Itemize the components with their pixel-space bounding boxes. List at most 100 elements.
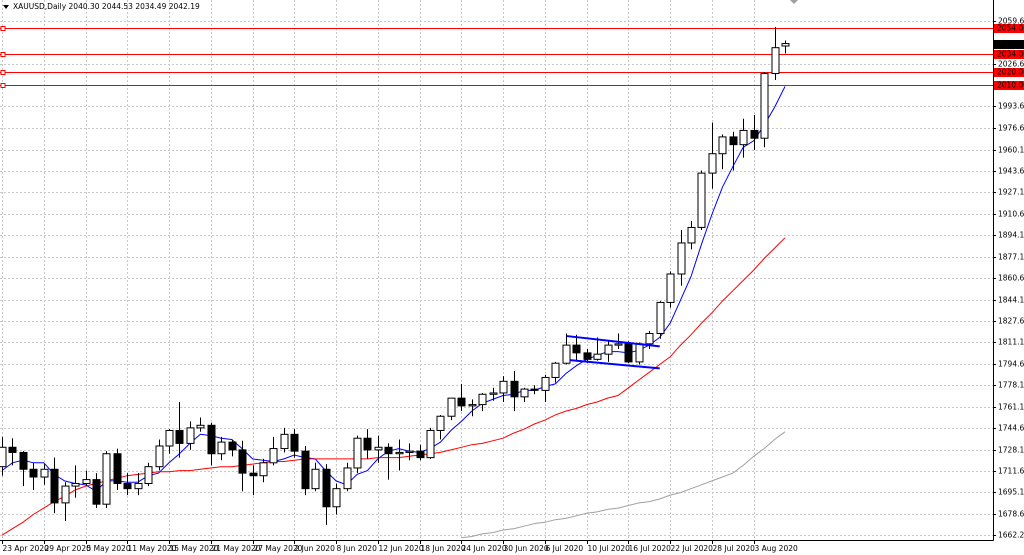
candle-body xyxy=(311,468,320,490)
candle-body xyxy=(697,172,706,228)
candle-body xyxy=(593,353,602,360)
y-tick-label: 1927.10 xyxy=(998,188,1024,197)
candle-body xyxy=(280,433,289,450)
candle-body xyxy=(82,479,91,484)
candle-body xyxy=(19,451,28,470)
candle-body xyxy=(510,380,519,398)
y-tick-label: 1827.60 xyxy=(998,317,1024,326)
x-tick-label: 30 Jun 2020 xyxy=(504,544,549,553)
menu-arrow[interactable] xyxy=(3,5,9,9)
candle-body xyxy=(40,468,49,478)
candle-body xyxy=(645,332,654,345)
moving-average-line xyxy=(1,86,786,492)
x-tick-label: 22 Jul 2020 xyxy=(671,544,714,553)
y-tick-label: 1993.60 xyxy=(998,102,1024,111)
candle-body xyxy=(426,429,435,459)
candle-body xyxy=(572,344,581,354)
y-tick-label: 1910.60 xyxy=(998,210,1024,219)
x-tick-label: 11 May 2020 xyxy=(128,544,177,553)
x-tick-label: 5 May 2020 xyxy=(87,544,131,553)
candle-body xyxy=(259,462,268,477)
x-tick-label: 24 Jun 2020 xyxy=(462,544,507,553)
y-tick-label: 1678.60 xyxy=(998,510,1024,519)
x-tick-label: 2 Jun 2020 xyxy=(295,544,336,553)
level-label: 2020.00 xyxy=(997,68,1024,77)
moving-average-line xyxy=(461,431,786,539)
shift-marker[interactable] xyxy=(790,0,798,4)
y-tick-label: 1811.10 xyxy=(998,338,1024,347)
candle-body xyxy=(155,445,164,468)
candle-body xyxy=(217,441,226,455)
candle-body xyxy=(687,226,696,244)
candle-body xyxy=(228,441,237,451)
x-tick-label: 23 Apr 2020 xyxy=(3,544,50,553)
candle-body xyxy=(92,479,101,505)
candle-body xyxy=(269,448,278,464)
level-handle xyxy=(0,52,6,57)
candle-body xyxy=(635,343,644,363)
candle-body xyxy=(729,136,738,146)
candle-body xyxy=(583,352,592,360)
candle-body xyxy=(50,468,59,504)
candle-body xyxy=(71,482,80,487)
candle-body xyxy=(301,450,310,490)
candle-body xyxy=(290,433,299,452)
candle-body xyxy=(175,429,184,444)
x-tick-label: 21 May 2020 xyxy=(212,544,261,553)
candle-body xyxy=(416,450,425,459)
candle-body xyxy=(332,488,341,508)
candle-body xyxy=(353,437,362,469)
y-tick-label: 1695.15 xyxy=(998,488,1024,497)
candle-body xyxy=(322,468,331,508)
candle-body xyxy=(499,380,508,394)
candle-body xyxy=(29,468,38,478)
candle-body xyxy=(196,424,205,429)
candle-body xyxy=(134,482,143,490)
candle-body xyxy=(604,344,613,355)
y-tick-label: 1761.10 xyxy=(998,403,1024,412)
candle-body xyxy=(395,451,404,455)
candle-body xyxy=(541,376,550,391)
x-tick-label: 18 Jun 2020 xyxy=(421,544,466,553)
y-tick-label: 1662.20 xyxy=(998,531,1024,540)
chart-title: XAUUSD,Daily 2040.30 2044.53 2034.49 204… xyxy=(13,2,200,11)
candle-body xyxy=(520,388,529,398)
candle-body xyxy=(363,437,372,451)
candle-body xyxy=(781,43,790,47)
candle-body xyxy=(530,388,539,391)
level-label: 2054.00 xyxy=(997,24,1024,33)
candle-body xyxy=(739,129,748,146)
candle-body xyxy=(405,450,414,453)
y-tick-label: 1960.10 xyxy=(998,146,1024,155)
y-tick-label: 1711.60 xyxy=(998,467,1024,476)
candle-body xyxy=(666,273,675,303)
candle-body xyxy=(0,446,7,468)
x-tick-label: 29 Apr 2020 xyxy=(45,544,92,553)
candle-body xyxy=(457,397,466,407)
y-tick-label: 1860.60 xyxy=(998,274,1024,283)
x-tick-label: 28 Jul 2020 xyxy=(713,544,756,553)
candle-body xyxy=(384,446,393,455)
candle-body xyxy=(102,453,111,505)
trendline xyxy=(566,335,660,348)
candle-body xyxy=(144,466,153,484)
plot xyxy=(0,26,993,539)
y-tick-label: 1744.60 xyxy=(998,424,1024,433)
y-tick-label: 1778.10 xyxy=(998,381,1024,390)
current-price-box xyxy=(994,40,1024,49)
y-tick-label: 1976.60 xyxy=(998,124,1024,133)
level-label-box xyxy=(994,50,1024,59)
candle-body xyxy=(249,472,258,477)
candle-body xyxy=(718,136,727,155)
candle-body xyxy=(436,415,445,431)
current-price-label: 2042.19 xyxy=(997,40,1024,49)
axes: 1662.20 1678.60 1695.15 1711.60 1728.15 1744.… xyxy=(2,17,1024,553)
level-handle xyxy=(0,83,6,88)
candle-body xyxy=(343,467,352,490)
level-label-box xyxy=(994,81,1024,90)
y-tick-label: 1844.10 xyxy=(998,296,1024,305)
candle-body xyxy=(113,453,122,484)
candle-body xyxy=(61,485,70,504)
